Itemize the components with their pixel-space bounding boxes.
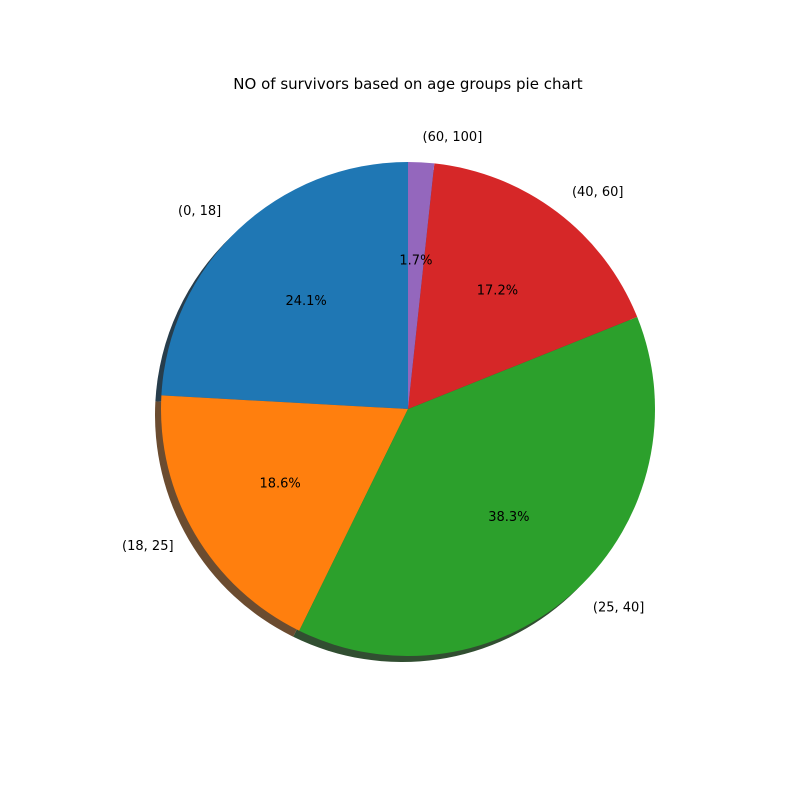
pie-percent-40-60: 17.2% <box>477 283 518 298</box>
pie-wedges <box>161 162 655 657</box>
pie-label-18-25: (18, 25] <box>122 539 174 554</box>
pie-label-40-60: (40, 60] <box>572 185 624 200</box>
pie-percent-18-25: 18.6% <box>259 476 300 491</box>
pie-label-25-40: (25, 40] <box>593 601 645 616</box>
pie-label-60-100: (60, 100] <box>423 130 483 145</box>
pie-slice-60-100 <box>408 162 435 409</box>
chart-title: NO of survivors based on age groups pie … <box>233 75 583 93</box>
pie-slice-25-40 <box>299 316 655 657</box>
pie-labels: (0, 18] (18, 25] (25, 40] (40, 60] (60, 100] <box>122 130 644 615</box>
pie-slice-0-18 <box>161 162 408 409</box>
pie-percent-25-40: 38.3% <box>488 510 529 525</box>
pie-percent-60-100: 1.7% <box>399 254 432 269</box>
pie-slice-40-60 <box>408 163 638 409</box>
pie-label-0-18: (0, 18] <box>178 204 221 219</box>
pie-percent-labels: 24.1% 18.6% 38.3% 17.2% 1.7% <box>259 254 529 526</box>
pie-slice-18-25 <box>161 395 408 631</box>
pie-percent-0-18: 24.1% <box>285 294 326 309</box>
